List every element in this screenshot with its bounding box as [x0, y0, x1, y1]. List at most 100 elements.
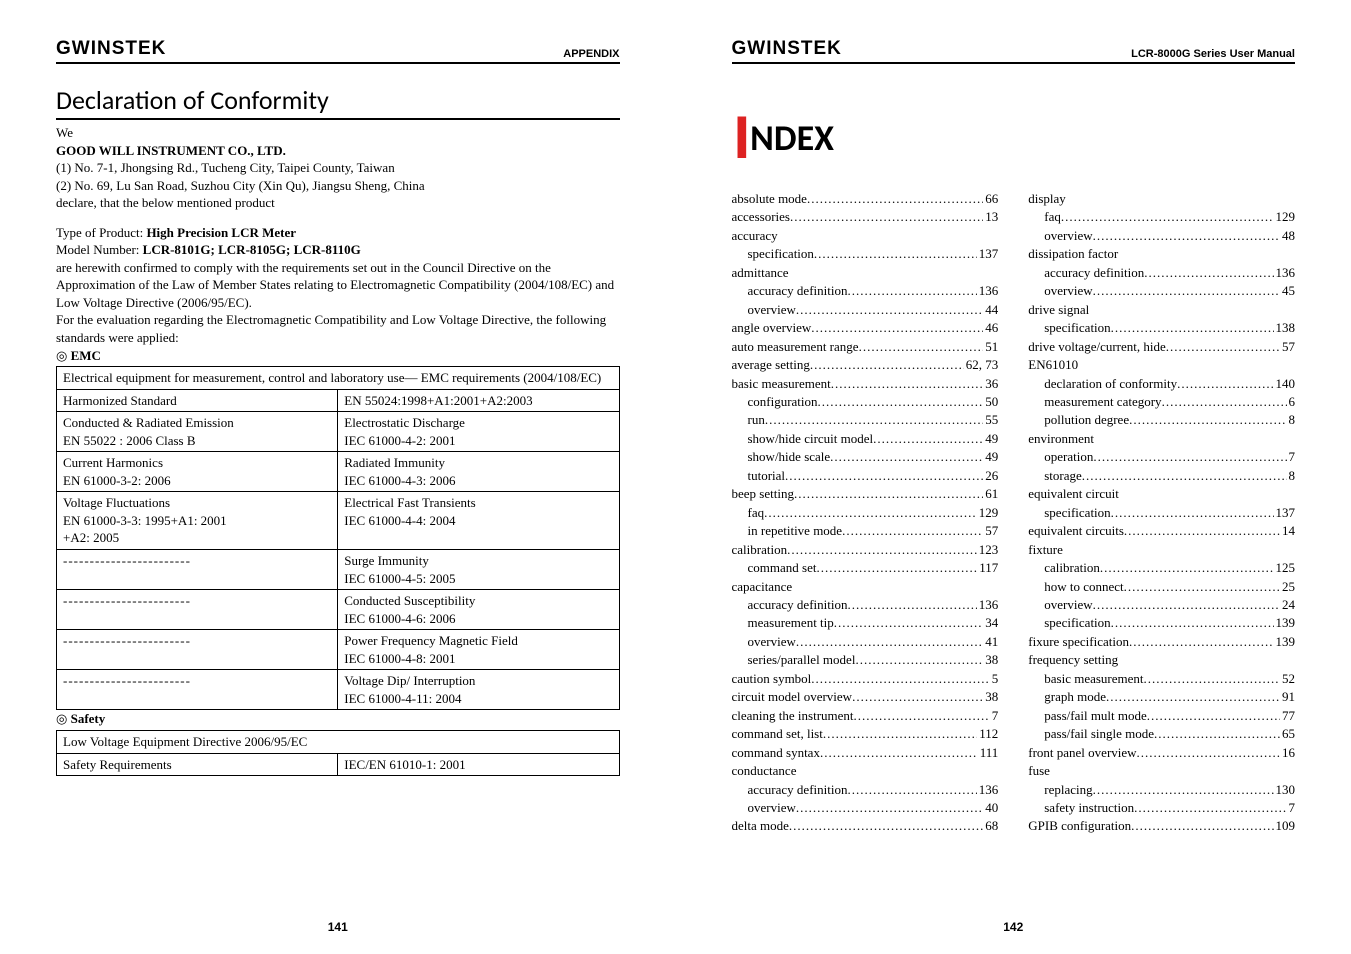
index-entry: overview44 — [732, 301, 999, 319]
address-1: (1) No. 7-1, Jhongsing Rd., Tucheng City… — [56, 159, 620, 177]
index-entry: accuracy definition136 — [732, 282, 999, 300]
declaration-title: Declaration of Conformity — [56, 84, 620, 120]
index-label: frequency setting — [1028, 651, 1118, 669]
index-page: 13 — [983, 208, 998, 226]
header-section: APPENDIX — [563, 48, 619, 60]
index-label: command syntax — [732, 744, 820, 762]
index-entry: delta mode68 — [732, 817, 999, 835]
safety-label-text: ◎ — [56, 711, 71, 726]
index-page: 38 — [983, 651, 998, 669]
index-label: in repetitive mode — [748, 522, 843, 540]
index-leader — [1093, 227, 1280, 245]
header-left: GWINSTEK APPENDIX — [56, 38, 620, 64]
index-page: 6 — [1287, 393, 1296, 411]
index-label: fuse — [1028, 762, 1050, 780]
emc-cell: Surge ImmunityIEC 61000-4-5: 2005 — [338, 550, 619, 590]
index-leader — [1144, 670, 1280, 688]
index-heading: conductance — [732, 762, 999, 780]
index-entry: specification138 — [1028, 319, 1295, 337]
index-entry: circuit model overview38 — [732, 688, 999, 706]
index-entry: graph mode91 — [1028, 688, 1295, 706]
index-leader — [765, 411, 983, 429]
index-heading: drive signal — [1028, 301, 1295, 319]
index-label: show/hide scale — [748, 448, 831, 466]
index-page: 129 — [1274, 208, 1296, 226]
index-leader — [810, 356, 964, 374]
index-page: 38 — [983, 688, 998, 706]
index-label: equivalent circuits — [1028, 522, 1124, 540]
model-number: Model Number: LCR-8101G; LCR-8105G; LCR-… — [56, 241, 620, 259]
index-label: command set, list — [732, 725, 823, 743]
index-leader — [807, 190, 983, 208]
index-page: 40 — [983, 799, 998, 817]
index-leader — [859, 338, 984, 356]
index-heading: fuse — [1028, 762, 1295, 780]
index-label: specification — [1044, 504, 1110, 522]
index-leader — [790, 208, 983, 226]
index-label: accessories — [732, 208, 790, 226]
index-heading: display — [1028, 190, 1295, 208]
index-label: series/parallel model — [748, 651, 856, 669]
index-page: 138 — [1274, 319, 1296, 337]
index-leader — [1111, 504, 1274, 522]
index-label: fixture — [1028, 541, 1063, 559]
index-label: pass/fail mult mode — [1044, 707, 1147, 725]
index-leader — [787, 541, 977, 559]
index-label: pollution degree — [1044, 411, 1129, 429]
index-label: GPIB configuration — [1028, 817, 1131, 835]
index-label: storage — [1044, 467, 1082, 485]
index-leader — [1100, 559, 1274, 577]
index-entry: show/hide circuit model49 — [732, 430, 999, 448]
index-heading: equivalent circuit — [1028, 485, 1295, 503]
index-label: display — [1028, 190, 1066, 208]
index-label: environment — [1028, 430, 1094, 448]
index-page: 61 — [983, 485, 998, 503]
index-label: show/hide circuit model — [748, 430, 874, 448]
compliance-para-2: For the evaluation regarding the Electro… — [56, 311, 620, 346]
index-leader — [785, 467, 983, 485]
declare-line: declare, that the below mentioned produc… — [56, 194, 620, 212]
index-column-1: absolute mode66accessories13accuracyspec… — [732, 190, 999, 836]
index-entry: run55 — [732, 411, 999, 429]
compliance-para-1: are herewith confirmed to comply with th… — [56, 259, 620, 312]
index-label: replacing — [1044, 781, 1092, 799]
index-label: overview — [1044, 282, 1092, 300]
page-left: GWINSTEK APPENDIX Declaration of Conform… — [0, 0, 676, 954]
index-entry: overview45 — [1028, 282, 1295, 300]
index-page: 8 — [1287, 467, 1296, 485]
index-leader — [1093, 781, 1274, 799]
index-entry: fixure specification139 — [1028, 633, 1295, 651]
index-heading: accuracy — [732, 227, 999, 245]
index-initial: I — [734, 104, 751, 171]
safety-cell-left: Safety Requirements — [57, 753, 338, 776]
index-entry: beep setting 61 — [732, 485, 999, 503]
index-label: pass/fail single mode — [1044, 725, 1154, 743]
page-number-left: 141 — [56, 910, 620, 934]
index-leader — [1134, 799, 1286, 817]
emc-cell: Harmonized Standard — [57, 389, 338, 412]
index-entry: command set, list112 — [732, 725, 999, 743]
index-page: 50 — [983, 393, 998, 411]
index-leader — [1106, 688, 1280, 706]
index-leader — [1162, 393, 1287, 411]
index-leader — [1082, 467, 1287, 485]
safety-table: Low Voltage Equipment Directive 2006/95/… — [56, 730, 620, 776]
index-leader — [831, 375, 983, 393]
index-column-2: displayfaq129overview48dissipation facto… — [1028, 190, 1295, 836]
index-page: 34 — [983, 614, 998, 632]
type-of-product: Type of Product: High Precision LCR Mete… — [56, 224, 620, 242]
index-page: 14 — [1280, 522, 1295, 540]
index-page: 44 — [983, 301, 998, 319]
index-label: accuracy definition — [748, 596, 848, 614]
index-leader — [1124, 522, 1280, 540]
index-leader — [854, 707, 990, 725]
we-line: We — [56, 124, 620, 142]
index-label: safety instruction — [1044, 799, 1134, 817]
index-page: 136 — [1274, 264, 1296, 282]
index-label: beep setting — [732, 485, 794, 503]
index-entry: show/hide scale49 — [732, 448, 999, 466]
index-label: caution symbol — [732, 670, 812, 688]
index-label: how to connect — [1044, 578, 1123, 596]
index-leader — [847, 282, 976, 300]
index-entry: tutorial26 — [732, 467, 999, 485]
